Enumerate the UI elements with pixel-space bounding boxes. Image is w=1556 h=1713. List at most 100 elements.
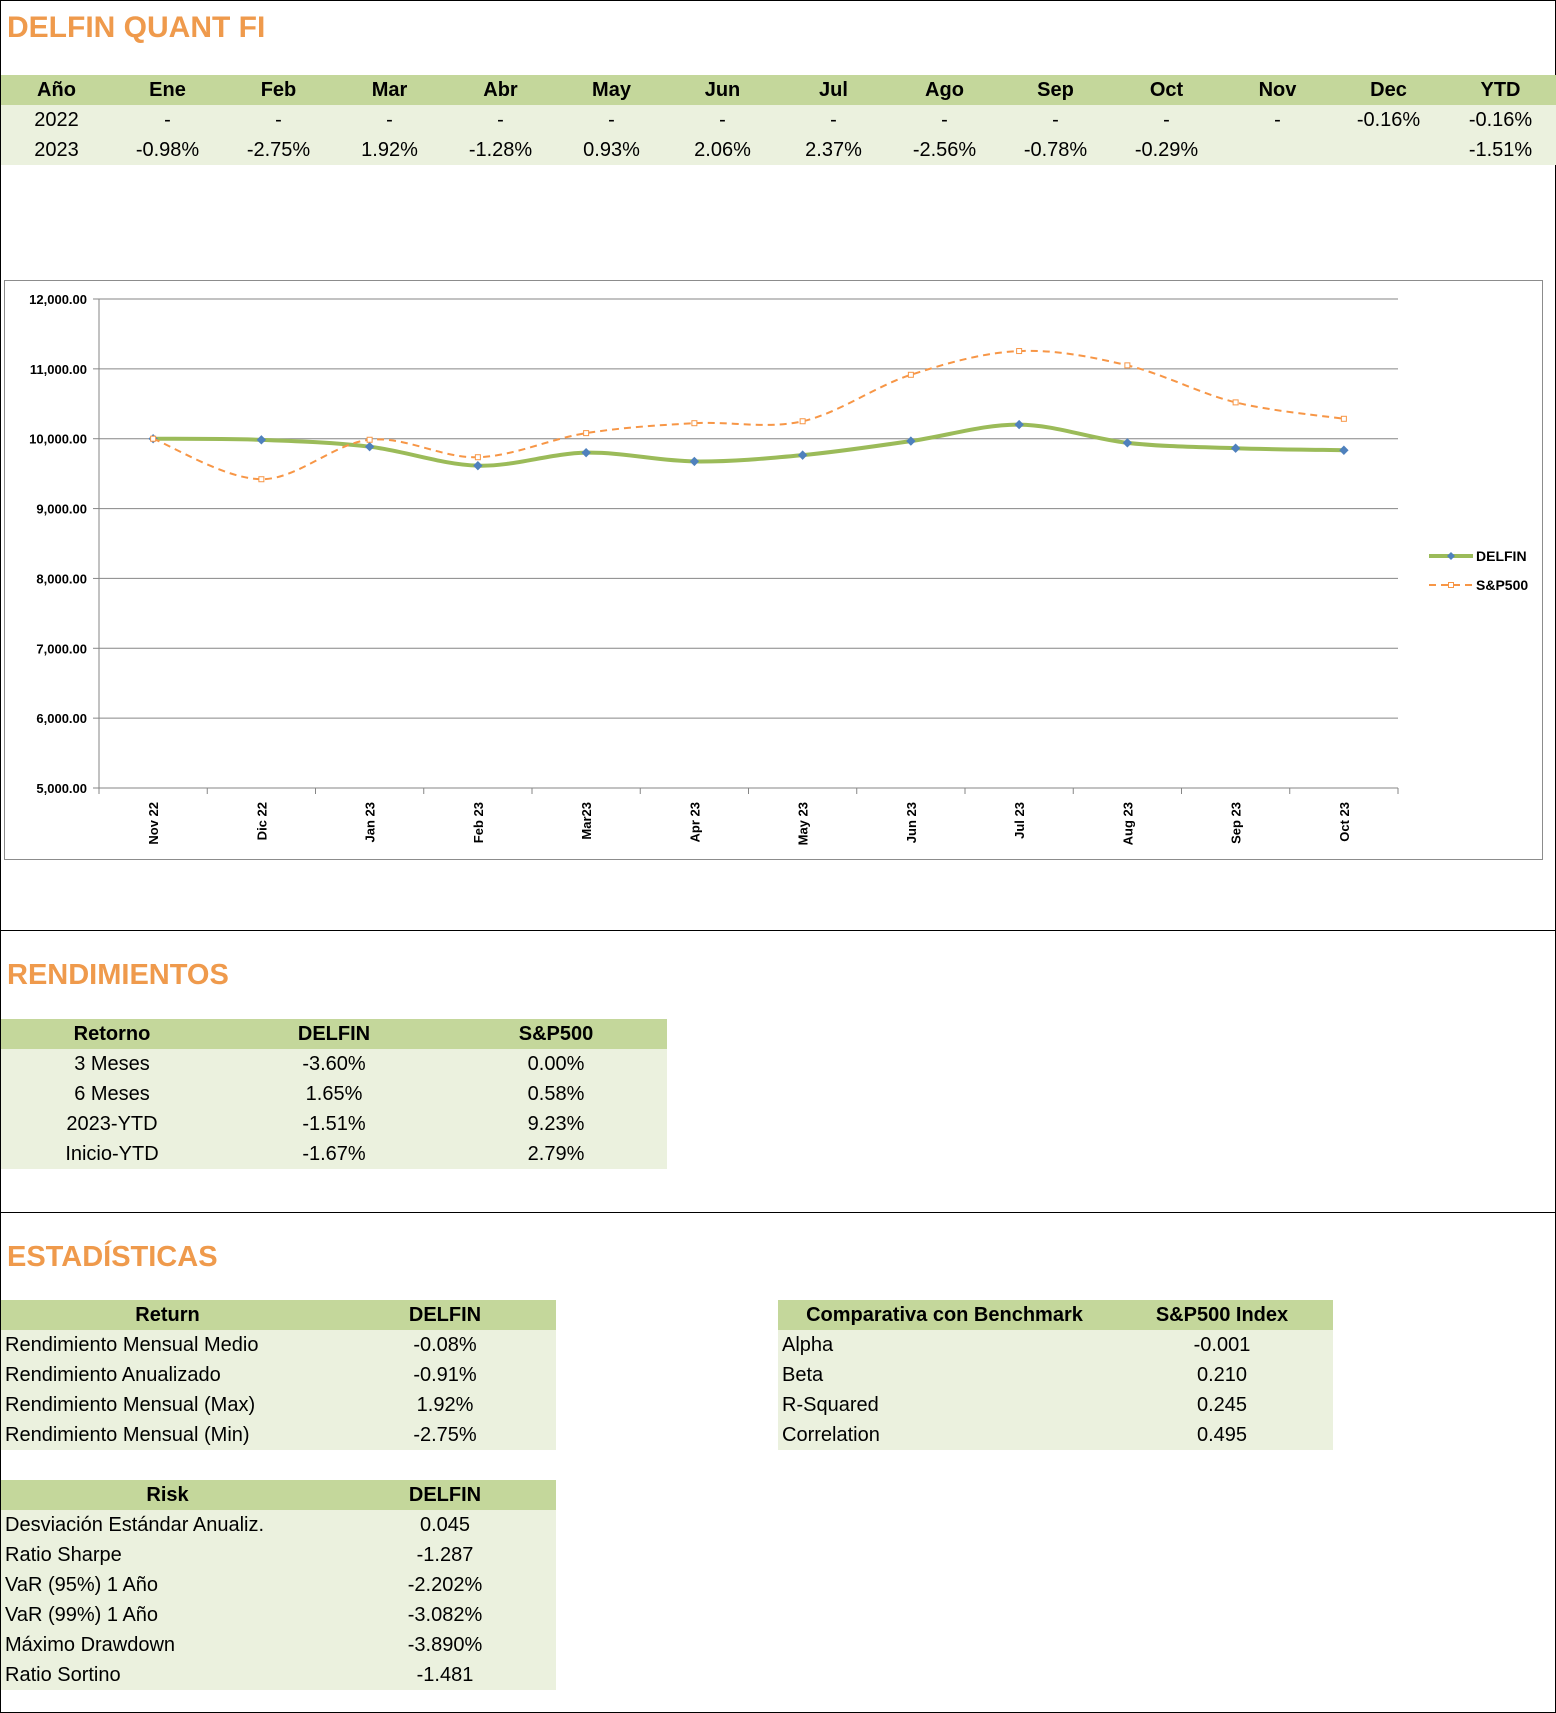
- table-cell: Inicio-YTD: [1, 1139, 223, 1169]
- table-cell: -0.001: [1111, 1330, 1333, 1360]
- column-header: Oct: [1111, 75, 1222, 105]
- table-cell: -1.287: [334, 1540, 556, 1570]
- data-point-sp500: [907, 371, 914, 378]
- data-point-delfin: [906, 436, 916, 446]
- table-header-row: Retorno DELFIN S&P500: [1, 1019, 667, 1049]
- table-cell: -1.67%: [223, 1139, 445, 1169]
- table-cell: -0.29%: [1111, 135, 1222, 165]
- legend-marker-sp500: [1448, 582, 1454, 588]
- data-point-sp500: [583, 430, 590, 437]
- table-cell: -2.56%: [889, 135, 1000, 165]
- data-point-delfin: [256, 435, 267, 445]
- table-row: 6 Meses 1.65% 0.58%: [1, 1079, 667, 1109]
- table-cell: Correlation: [778, 1420, 1111, 1450]
- table-row: Desviación Estándar Anualiz. 0.045: [1, 1510, 556, 1540]
- table-cell: -: [1111, 105, 1222, 135]
- table-cell: 1.92%: [334, 135, 445, 165]
- legend-marker-delfin: [1447, 552, 1455, 560]
- table-cell: Desviación Estándar Anualiz.: [1, 1510, 334, 1540]
- data-point-delfin: [581, 447, 591, 458]
- x-tick-label: Dic 22: [254, 802, 269, 840]
- x-tick-label: Feb 23: [471, 802, 486, 843]
- table-cell: -0.16%: [1444, 105, 1556, 135]
- table-cell: -: [223, 105, 334, 135]
- x-tick-label: Apr 23: [687, 802, 702, 842]
- table-row: 3 Meses -3.60% 0.00%: [1, 1049, 667, 1079]
- table-row: VaR (99%) 1 Año -3.082%: [1, 1600, 556, 1630]
- table-cell: -: [334, 105, 445, 135]
- rendimientos-title: RENDIMIENTOS: [7, 959, 229, 991]
- table-row: 2022- - - - - - - - - - - -0.16% -0.16%: [1, 105, 1556, 135]
- column-header: Año: [1, 75, 112, 105]
- data-point-sp500: [474, 454, 481, 461]
- column-header: DELFIN: [334, 1300, 556, 1330]
- rendimientos-table: Retorno DELFIN S&P500 3 Meses -3.60% 0.00% 6 …: [1, 1019, 667, 1169]
- table-cell: 9.23%: [445, 1109, 667, 1139]
- fund-title: DELFIN QUANT FI: [7, 11, 266, 44]
- table-cell: -3.890%: [334, 1630, 556, 1660]
- table-cell: -: [112, 105, 223, 135]
- y-tick-label: 5,000.00: [36, 781, 87, 796]
- table-cell: 2.37%: [778, 135, 889, 165]
- table-cell: 0.210: [1111, 1360, 1333, 1390]
- y-tick-label: 12,000.00: [29, 292, 87, 307]
- column-header: Return: [1, 1300, 334, 1330]
- y-tick-label: 6,000.00: [36, 711, 87, 726]
- return-stats-table: Return DELFIN Rendimiento Mensual Medio -0…: [1, 1300, 556, 1450]
- data-point-sp500: [691, 420, 698, 427]
- table-row: Alpha -0.001: [778, 1330, 1333, 1360]
- data-point-delfin: [1339, 445, 1349, 455]
- table-cell: -: [556, 105, 667, 135]
- table-header-row: Return DELFIN: [1, 1300, 556, 1330]
- table-row: Rendimiento Mensual (Max) 1.92%: [1, 1390, 556, 1420]
- table-cell: 2023: [1, 135, 112, 165]
- table-cell: -1.481: [334, 1660, 556, 1690]
- x-tick-label: Jun 23: [904, 802, 919, 843]
- x-tick-label: Aug 23: [1120, 802, 1135, 845]
- table-cell: [1333, 135, 1444, 165]
- table-header-row: Comparativa con Benchmark S&P500 Index: [778, 1300, 1333, 1330]
- column-header: Mar: [334, 75, 445, 105]
- column-header: Retorno: [1, 1019, 223, 1049]
- table-cell: -: [667, 105, 778, 135]
- table-cell: -: [778, 105, 889, 135]
- table-cell: Rendimiento Anualizado: [1, 1360, 334, 1390]
- table-cell: 0.58%: [445, 1079, 667, 1109]
- table-cell: 1.92%: [334, 1390, 556, 1420]
- column-header: Jun: [667, 75, 778, 105]
- table-row: Ratio Sortino -1.481: [1, 1660, 556, 1690]
- table-row: 2023 -0.98% -2.75% 1.92% -1.28% 0.93% 2.06% 2.3…: [1, 135, 1556, 165]
- table-cell: 2023-YTD: [1, 1109, 223, 1139]
- table-cell: -1.28%: [445, 135, 556, 165]
- table-row: Máximo Drawdown -3.890%: [1, 1630, 556, 1660]
- x-tick-label: Oct 23: [1337, 802, 1352, 842]
- y-tick-label: 10,000.00: [29, 432, 87, 447]
- table-header-row: Risk DELFIN: [1, 1480, 556, 1510]
- table-cell: 0.495: [1111, 1420, 1333, 1450]
- y-tick-label: 8,000.00: [36, 571, 87, 586]
- table-cell: -3.60%: [223, 1049, 445, 1079]
- benchmark-comparison-table: Comparativa con Benchmark S&P500 Index Al…: [778, 1300, 1333, 1450]
- table-cell: -0.16%: [1333, 105, 1444, 135]
- data-point-delfin: [1122, 438, 1133, 448]
- data-point-sp500: [366, 436, 373, 443]
- table-cell: -0.91%: [334, 1360, 556, 1390]
- table-cell: 0.93%: [556, 135, 667, 165]
- y-tick-label: 11,000.00: [30, 362, 87, 377]
- table-cell: Máximo Drawdown: [1, 1630, 334, 1660]
- table-cell: 2.79%: [445, 1139, 667, 1169]
- table-cell: Rendimiento Mensual (Min): [1, 1420, 334, 1450]
- table-cell: 2.06%: [667, 135, 778, 165]
- data-point-delfin: [364, 441, 375, 452]
- x-tick-label: Mar23: [579, 802, 594, 840]
- estadisticas-title: ESTADÍSTICAS: [7, 1241, 218, 1273]
- table-row: Rendimiento Anualizado -0.91%: [1, 1360, 556, 1390]
- data-point-delfin: [1230, 443, 1241, 453]
- data-point-sp500: [1016, 348, 1023, 355]
- table-cell: Ratio Sortino: [1, 1660, 334, 1690]
- column-header: Feb: [223, 75, 334, 105]
- data-point-sp500: [1340, 415, 1347, 422]
- table-cell: 2022: [1, 105, 112, 135]
- data-point-sp500: [1124, 362, 1131, 369]
